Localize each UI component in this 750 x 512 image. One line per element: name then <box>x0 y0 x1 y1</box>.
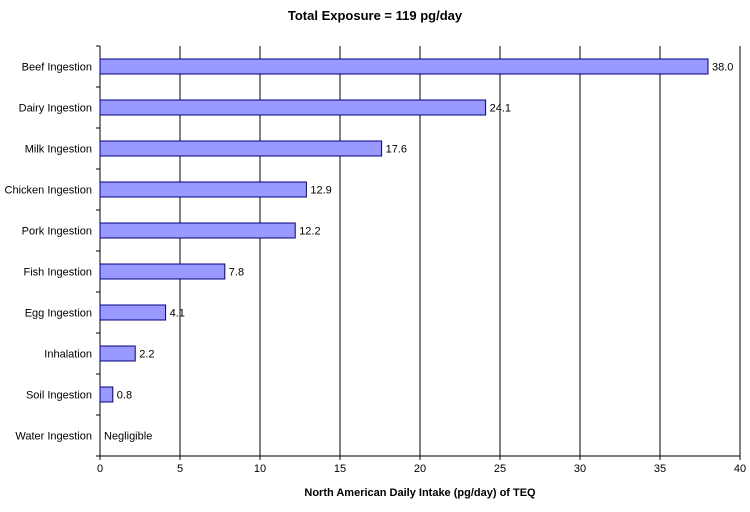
x-tick-label: 30 <box>574 463 586 475</box>
bar <box>99 345 136 362</box>
bar <box>99 181 307 198</box>
data-label: 17.6 <box>386 144 407 156</box>
x-tick-label: 40 <box>734 463 746 475</box>
y-tick-label: Water Ingestion <box>15 431 92 443</box>
y-tick-label: Fish Ingestion <box>24 267 92 279</box>
bar <box>99 222 296 239</box>
x-tick-label: 0 <box>97 463 103 475</box>
x-tick-label: 35 <box>654 463 666 475</box>
bar <box>99 304 167 321</box>
y-tick-label: Beef Ingestion <box>22 62 92 74</box>
data-label: 12.9 <box>310 185 331 197</box>
y-tick-label: Inhalation <box>44 349 92 361</box>
chart-title: Total Exposure = 119 pg/day <box>287 8 463 23</box>
x-tick-label: 25 <box>494 463 506 475</box>
x-tick-label: 20 <box>414 463 426 475</box>
data-label: 38.0 <box>712 62 733 74</box>
x-tick-label: 10 <box>254 463 266 475</box>
bar <box>99 263 226 280</box>
y-tick-label: Pork Ingestion <box>22 226 92 238</box>
y-tick-label: Egg Ingestion <box>25 308 92 320</box>
data-label: 7.8 <box>229 267 244 279</box>
data-label: 0.8 <box>117 390 132 402</box>
data-label: Negligible <box>104 431 152 443</box>
data-label: 24.1 <box>490 103 511 115</box>
y-tick-label: Soil Ingestion <box>26 390 92 402</box>
y-tick-label: Dairy Ingestion <box>19 103 92 115</box>
y-tick-label: Chicken Ingestion <box>5 185 92 197</box>
data-label: 4.1 <box>170 308 185 320</box>
bar <box>99 140 383 157</box>
data-label: 2.2 <box>139 349 154 361</box>
bar <box>99 99 487 116</box>
x-tick-label: 15 <box>334 463 346 475</box>
data-label: 12.2 <box>299 226 320 238</box>
x-tick-label: 5 <box>177 463 183 475</box>
bar <box>99 386 114 403</box>
bar <box>99 58 709 75</box>
x-axis-label: North American Daily Intake (pg/day) of … <box>304 487 536 499</box>
y-tick-label: Milk Ingestion <box>25 144 92 156</box>
